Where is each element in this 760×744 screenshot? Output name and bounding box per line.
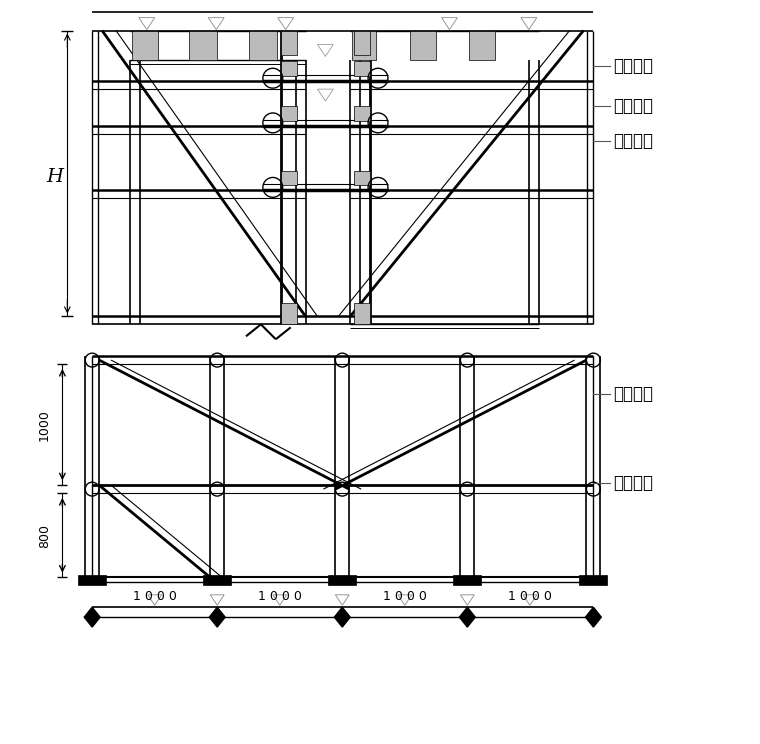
Bar (354, 31, 370, 55)
Polygon shape (585, 607, 601, 627)
Bar (454, 575, 481, 586)
Bar (354, 303, 370, 324)
Bar (354, 61, 370, 76)
Bar (280, 303, 296, 324)
Text: 支撑垫板: 支撑垫板 (613, 474, 654, 493)
Bar (132, 31, 157, 60)
Bar (410, 31, 435, 60)
Bar (204, 575, 231, 586)
Text: 800: 800 (38, 524, 51, 548)
Bar (354, 106, 370, 121)
Bar (280, 106, 296, 121)
Bar (189, 31, 217, 60)
Text: 1 0 0 0: 1 0 0 0 (133, 590, 176, 603)
Bar (78, 575, 106, 586)
Bar (280, 170, 296, 185)
Text: 加固钓管: 加固钓管 (613, 132, 654, 150)
Bar (579, 575, 607, 586)
Text: H: H (46, 168, 63, 187)
Text: 1 0 0 0: 1 0 0 0 (508, 590, 553, 603)
Polygon shape (84, 607, 100, 627)
Polygon shape (459, 607, 475, 627)
Bar (328, 575, 356, 586)
Text: 1000: 1000 (38, 408, 51, 440)
Polygon shape (209, 607, 225, 627)
Bar (280, 61, 296, 76)
Bar (280, 31, 296, 55)
Text: 框梁斜撑: 框梁斜撑 (613, 57, 654, 75)
Bar (470, 31, 495, 60)
Text: 加固斜撑: 加固斜撑 (613, 385, 654, 403)
Text: 1 0 0 0: 1 0 0 0 (383, 590, 427, 603)
Bar (249, 31, 277, 60)
Text: 1 0 0 0: 1 0 0 0 (258, 590, 302, 603)
Polygon shape (334, 607, 350, 627)
Bar (352, 31, 376, 60)
Text: 对拉丝杆: 对拉丝杆 (613, 97, 654, 115)
Bar (354, 170, 370, 185)
